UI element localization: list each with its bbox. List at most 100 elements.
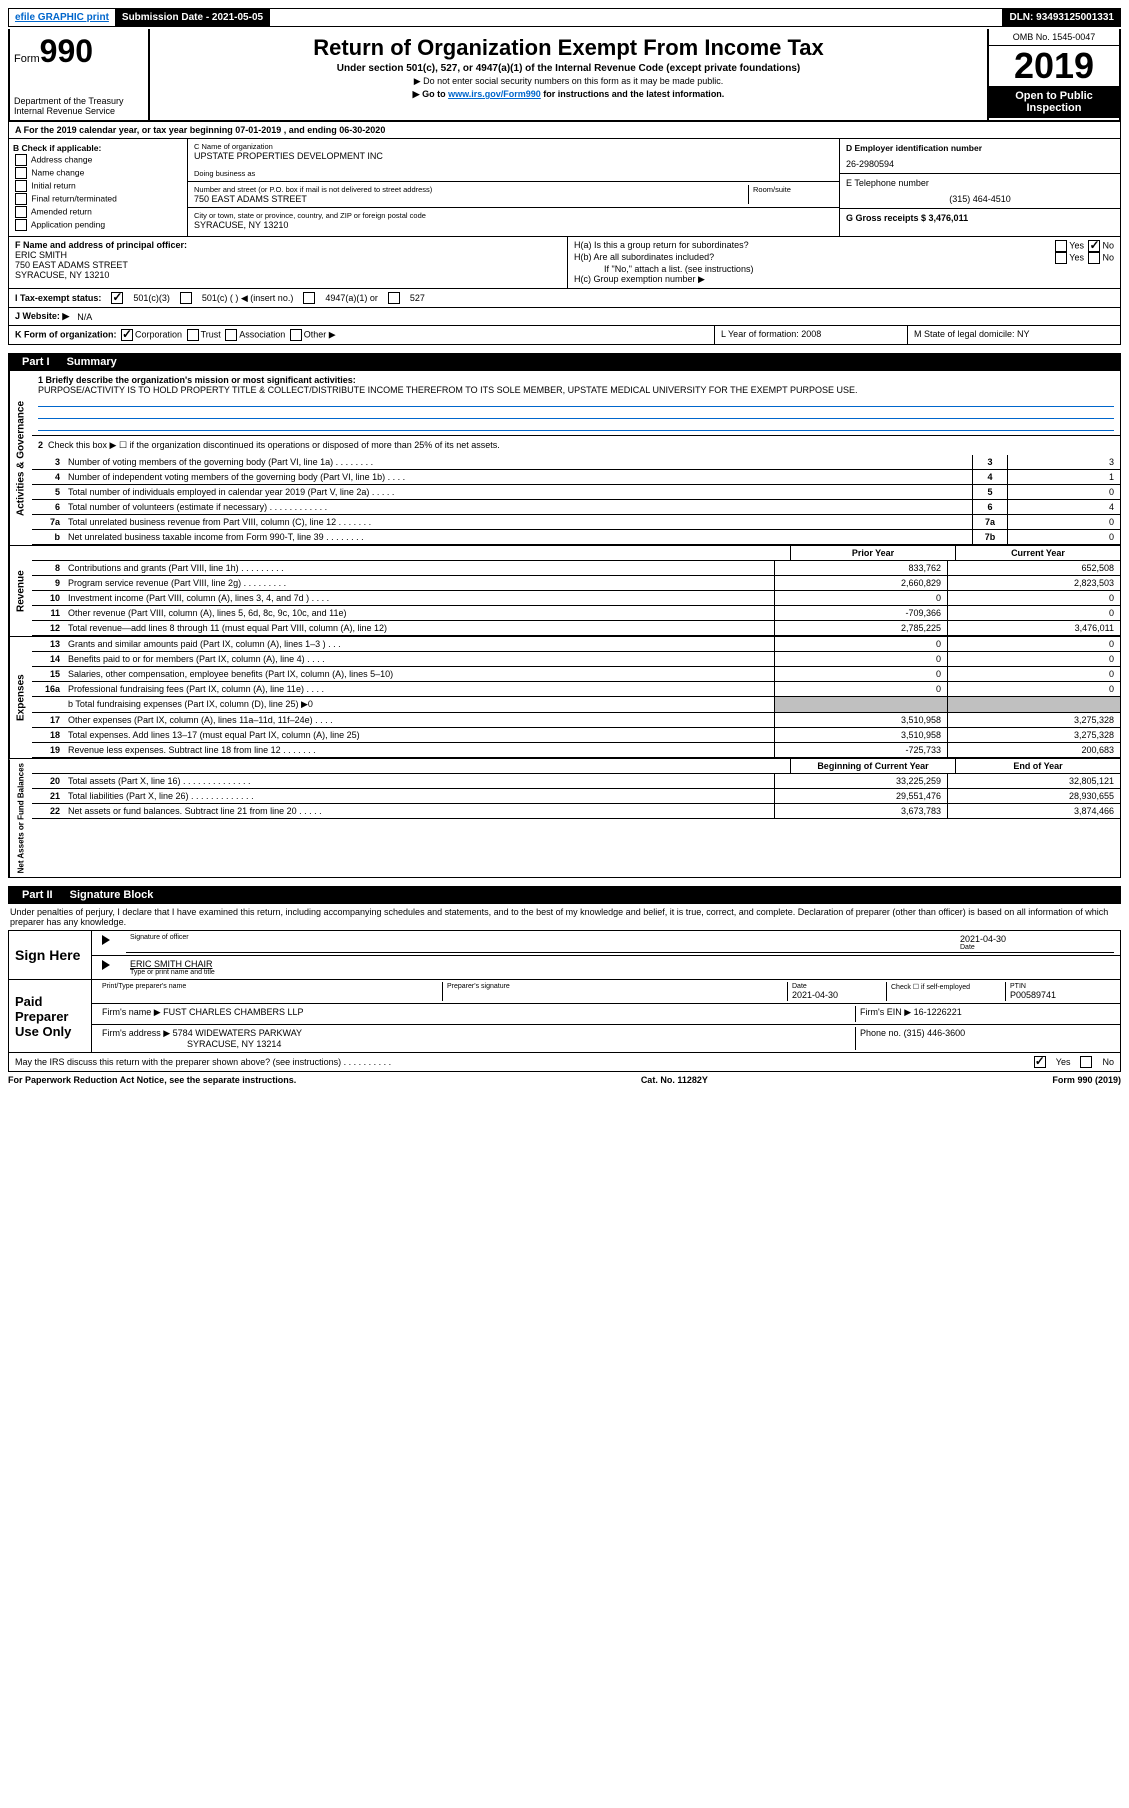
revenue-line-12: 12Total revenue—add lines 8 through 11 (…	[32, 621, 1120, 636]
discuss-row: May the IRS discuss this return with the…	[8, 1053, 1121, 1072]
side-netassets: Net Assets or Fund Balances	[9, 759, 32, 877]
goto-pre: ▶ Go to	[413, 89, 448, 99]
tax-exempt-label: I Tax-exempt status:	[15, 293, 101, 303]
expenses-group: Expenses 13Grants and similar amounts pa…	[8, 637, 1121, 759]
k-corp[interactable]	[121, 329, 133, 341]
efile-link-cell[interactable]: efile GRAPHIC print	[9, 9, 116, 26]
opt-amended[interactable]: Amended return	[13, 206, 183, 218]
k-assoc[interactable]	[225, 329, 237, 341]
omb-number: OMB No. 1545-0047	[989, 29, 1119, 46]
row-klm: K Form of organization: Corporation Trus…	[8, 326, 1121, 345]
side-expenses: Expenses	[9, 637, 32, 758]
i-501c3[interactable]	[111, 292, 123, 304]
opt-address-change[interactable]: Address change	[13, 154, 183, 166]
netasset-line-22: 22Net assets or fund balances. Subtract …	[32, 804, 1120, 819]
opt-name-change[interactable]: Name change	[13, 167, 183, 179]
i-527[interactable]	[388, 292, 400, 304]
discuss-no[interactable]	[1080, 1056, 1092, 1068]
prep-date: 2021-04-30	[792, 990, 882, 1000]
dept-treasury: Department of the Treasury	[14, 96, 144, 106]
k-trust[interactable]	[187, 329, 199, 341]
dln: DLN: 93493125001331	[1003, 9, 1120, 26]
ha-no[interactable]	[1088, 240, 1100, 252]
self-employed-check[interactable]: Check ☐ if self-employed	[891, 983, 1001, 991]
org-name-label: C Name of organization	[194, 142, 833, 151]
goto-post: for instructions and the latest informat…	[541, 89, 725, 99]
officer-addr2: SYRACUSE, NY 13210	[15, 270, 109, 280]
officer-name-title: ERIC SMITH CHAIR	[130, 959, 1110, 969]
top-bar: efile GRAPHIC print Submission Date - 20…	[8, 8, 1121, 27]
netassets-header: Beginning of Current Year End of Year	[32, 759, 1120, 774]
i-4947[interactable]	[303, 292, 315, 304]
discuss-text: May the IRS discuss this return with the…	[15, 1057, 1024, 1067]
side-activities: Activities & Governance	[9, 371, 32, 545]
part1-title: Summary	[67, 356, 117, 368]
footer-mid: Cat. No. 11282Y	[641, 1075, 708, 1085]
activity-line-b: bNet unrelated business taxable income f…	[32, 530, 1120, 545]
firm-ein-label: Firm's EIN ▶	[860, 1007, 911, 1017]
section-fh: F Name and address of principal officer:…	[8, 237, 1121, 289]
opt-final-return[interactable]: Final return/terminated	[13, 193, 183, 205]
expense-line-13: 13Grants and similar amounts paid (Part …	[32, 637, 1120, 652]
box-deg: D Employer identification number 26-2980…	[839, 139, 1120, 236]
city-box: City or town, state or province, country…	[188, 208, 839, 233]
arrow-icon	[102, 935, 110, 945]
tax-year: 2019	[989, 46, 1119, 86]
i-501c[interactable]	[180, 292, 192, 304]
hc-label: H(c) Group exemption number ▶	[574, 274, 1114, 285]
sign-here-row: Sign Here Signature of officer 2021-04-3…	[9, 931, 1120, 980]
revenue-line-8: 8Contributions and grants (Part VIII, li…	[32, 561, 1120, 576]
k-other[interactable]	[290, 329, 302, 341]
opt-pending[interactable]: Application pending	[13, 219, 183, 231]
footer-right: Form 990 (2019)	[1052, 1075, 1121, 1085]
box-f: F Name and address of principal officer:…	[9, 237, 567, 288]
submission-date: Submission Date - 2021-05-05	[116, 9, 270, 26]
expenses-content: 13Grants and similar amounts paid (Part …	[32, 637, 1120, 758]
hb-yes[interactable]	[1055, 252, 1067, 264]
officer-name: ERIC SMITH	[15, 250, 67, 260]
part2-label: Part II	[16, 889, 59, 901]
opt-initial-return[interactable]: Initial return	[13, 180, 183, 192]
revenue-group: Revenue Prior Year Current Year 8Contrib…	[8, 546, 1121, 637]
ha-yes[interactable]	[1055, 240, 1067, 252]
line1-text: PURPOSE/ACTIVITY IS TO HOLD PROPERTY TIT…	[38, 385, 858, 395]
activities-group: Activities & Governance 1 Briefly descri…	[8, 371, 1121, 546]
section-bcdeg: B Check if applicable: Address change Na…	[8, 139, 1121, 237]
hb-no[interactable]	[1088, 252, 1100, 264]
firm-name: FUST CHARLES CHAMBERS LLP	[163, 1007, 303, 1017]
form-title: Return of Organization Exempt From Incom…	[160, 35, 977, 61]
open-to-public: Open to Public Inspection	[989, 86, 1119, 118]
box-b-title: B Check if applicable:	[13, 143, 183, 153]
expense-line-16a: 16aProfessional fundraising fees (Part I…	[32, 682, 1120, 697]
row-l: L Year of formation: 2008	[714, 326, 907, 344]
box-c: C Name of organization UPSTATE PROPERTIE…	[188, 139, 839, 236]
website-value: N/A	[77, 312, 92, 322]
line1-label: 1 Briefly describe the organization's mi…	[38, 375, 356, 385]
sign-here-content: Signature of officer 2021-04-30 Date ERI…	[92, 931, 1120, 979]
netasset-line-20: 20Total assets (Part X, line 16) . . . .…	[32, 774, 1120, 789]
penalty-text: Under penalties of perjury, I declare th…	[8, 904, 1121, 930]
city-label: City or town, state or province, country…	[194, 211, 833, 220]
netassets-group: Net Assets or Fund Balances Beginning of…	[8, 759, 1121, 878]
revenue-line-10: 10Investment income (Part VIII, column (…	[32, 591, 1120, 606]
form-subtitle: Under section 501(c), 527, or 4947(a)(1)…	[160, 63, 977, 74]
goto-link[interactable]: www.irs.gov/Form990	[448, 89, 541, 99]
firm-addr1: 5784 WIDEWATERS PARKWAY	[173, 1028, 302, 1038]
dept-irs: Internal Revenue Service	[14, 106, 144, 116]
box-g: G Gross receipts $ 3,476,011	[840, 209, 1120, 227]
addr-box: Number and street (or P.O. box if mail i…	[188, 182, 839, 208]
firm-phone-label: Phone no.	[860, 1028, 901, 1038]
discuss-yes[interactable]	[1034, 1056, 1046, 1068]
box-e: E Telephone number (315) 464-4510	[840, 174, 1120, 209]
sign-here-label: Sign Here	[9, 931, 92, 979]
org-name-box: C Name of organization UPSTATE PROPERTIE…	[188, 139, 839, 182]
activity-line-4: 4Number of independent voting members of…	[32, 470, 1120, 485]
activities-content: 1 Briefly describe the organization's mi…	[32, 371, 1120, 545]
line-16b: b Total fundraising expenses (Part IX, c…	[32, 697, 1120, 713]
city-value: SYRACUSE, NY 13210	[194, 220, 833, 230]
row-m: M State of legal domicile: NY	[907, 326, 1120, 344]
revenue-line-9: 9Program service revenue (Part VIII, lin…	[32, 576, 1120, 591]
efile-link[interactable]: efile GRAPHIC print	[15, 12, 109, 23]
activity-line-3: 3Number of voting members of the governi…	[32, 455, 1120, 470]
activity-line-6: 6Total number of volunteers (estimate if…	[32, 500, 1120, 515]
